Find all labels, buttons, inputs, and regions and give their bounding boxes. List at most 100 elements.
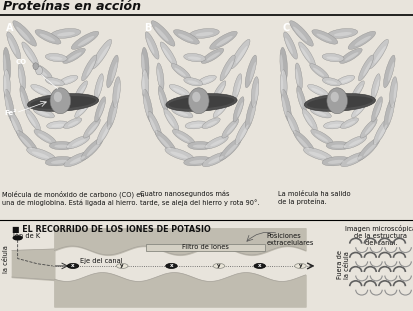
Text: y: y bbox=[120, 263, 124, 268]
Ellipse shape bbox=[224, 61, 233, 76]
Ellipse shape bbox=[245, 96, 256, 129]
Ellipse shape bbox=[237, 102, 242, 117]
Ellipse shape bbox=[107, 55, 118, 88]
Ellipse shape bbox=[24, 47, 33, 62]
Ellipse shape bbox=[209, 31, 237, 49]
Ellipse shape bbox=[151, 21, 175, 46]
Ellipse shape bbox=[311, 30, 337, 44]
Ellipse shape bbox=[292, 26, 306, 41]
Ellipse shape bbox=[33, 64, 52, 79]
Ellipse shape bbox=[183, 53, 205, 62]
Ellipse shape bbox=[98, 102, 104, 117]
Ellipse shape bbox=[97, 46, 109, 63]
Text: Ión de K: Ión de K bbox=[13, 233, 40, 239]
Ellipse shape bbox=[201, 48, 223, 63]
Ellipse shape bbox=[330, 145, 345, 148]
Ellipse shape bbox=[286, 111, 299, 138]
Text: Proteínas en acción: Proteínas en acción bbox=[3, 0, 141, 13]
Ellipse shape bbox=[254, 83, 258, 101]
Ellipse shape bbox=[3, 47, 11, 82]
Ellipse shape bbox=[382, 55, 394, 88]
Ellipse shape bbox=[321, 53, 343, 62]
Ellipse shape bbox=[306, 96, 372, 109]
Ellipse shape bbox=[111, 62, 117, 81]
Ellipse shape bbox=[357, 138, 379, 160]
Ellipse shape bbox=[367, 39, 387, 69]
Ellipse shape bbox=[18, 63, 26, 90]
Ellipse shape bbox=[325, 57, 339, 60]
Ellipse shape bbox=[202, 152, 228, 167]
Circle shape bbox=[330, 92, 338, 102]
Ellipse shape bbox=[27, 94, 98, 111]
Text: Fuera de
la célula: Fuera de la célula bbox=[336, 250, 349, 279]
Ellipse shape bbox=[170, 151, 187, 158]
Ellipse shape bbox=[45, 53, 67, 62]
Ellipse shape bbox=[289, 21, 313, 46]
Ellipse shape bbox=[172, 88, 185, 94]
Ellipse shape bbox=[188, 57, 201, 60]
Ellipse shape bbox=[303, 148, 332, 161]
Ellipse shape bbox=[300, 47, 310, 62]
Ellipse shape bbox=[284, 38, 292, 54]
Ellipse shape bbox=[51, 124, 64, 127]
Ellipse shape bbox=[30, 96, 96, 109]
Ellipse shape bbox=[166, 94, 237, 111]
Ellipse shape bbox=[141, 47, 149, 82]
Ellipse shape bbox=[78, 105, 88, 114]
Ellipse shape bbox=[323, 121, 344, 129]
Ellipse shape bbox=[101, 124, 110, 140]
Ellipse shape bbox=[296, 136, 309, 150]
Ellipse shape bbox=[54, 145, 69, 148]
Text: Filtro de iones: Filtro de iones bbox=[181, 244, 228, 250]
Text: ■ EL RECORRIDO DE LOS IONES DE POTASIO: ■ EL RECORRIDO DE LOS IONES DE POTASIO bbox=[12, 225, 210, 234]
Ellipse shape bbox=[88, 123, 98, 134]
Circle shape bbox=[36, 66, 43, 75]
Ellipse shape bbox=[344, 52, 358, 61]
Ellipse shape bbox=[293, 131, 314, 154]
Ellipse shape bbox=[158, 86, 168, 112]
Ellipse shape bbox=[348, 139, 362, 146]
Ellipse shape bbox=[202, 118, 220, 128]
Ellipse shape bbox=[25, 109, 40, 131]
Ellipse shape bbox=[281, 96, 286, 116]
Text: Eje del canal: Eje del canal bbox=[80, 258, 122, 264]
Ellipse shape bbox=[68, 121, 78, 127]
Ellipse shape bbox=[91, 39, 112, 69]
Ellipse shape bbox=[174, 67, 185, 76]
Ellipse shape bbox=[297, 91, 302, 107]
Ellipse shape bbox=[45, 156, 72, 166]
Ellipse shape bbox=[206, 52, 219, 61]
Ellipse shape bbox=[37, 111, 50, 116]
Circle shape bbox=[213, 263, 224, 268]
Ellipse shape bbox=[165, 114, 174, 127]
Text: x: x bbox=[257, 263, 261, 268]
Ellipse shape bbox=[333, 32, 351, 36]
Ellipse shape bbox=[98, 79, 102, 95]
Ellipse shape bbox=[188, 142, 212, 150]
Bar bbox=[146, 244, 264, 251]
Ellipse shape bbox=[251, 77, 258, 108]
Ellipse shape bbox=[309, 64, 328, 79]
Ellipse shape bbox=[145, 32, 159, 59]
Ellipse shape bbox=[171, 64, 190, 79]
Ellipse shape bbox=[281, 89, 291, 123]
Ellipse shape bbox=[94, 74, 103, 100]
Ellipse shape bbox=[86, 61, 95, 76]
Ellipse shape bbox=[173, 30, 199, 44]
Ellipse shape bbox=[96, 119, 112, 145]
Ellipse shape bbox=[71, 31, 99, 49]
Text: Cuatro nanosegundos más
tarde, se aleja del hierro y rota 90°.: Cuatro nanosegundos más tarde, se aleja … bbox=[140, 191, 259, 206]
Ellipse shape bbox=[112, 77, 120, 108]
Circle shape bbox=[50, 88, 71, 114]
Ellipse shape bbox=[304, 114, 312, 127]
Ellipse shape bbox=[304, 94, 375, 111]
Text: C: C bbox=[282, 23, 289, 33]
Text: Molécula de monóxido de carbono (CO) en
una de mioglobina. Está ligada al hierro: Molécula de monóxido de carbono (CO) en … bbox=[2, 191, 145, 207]
Ellipse shape bbox=[294, 63, 301, 90]
Ellipse shape bbox=[86, 143, 100, 156]
Ellipse shape bbox=[314, 133, 327, 142]
Ellipse shape bbox=[34, 129, 57, 145]
Ellipse shape bbox=[183, 78, 202, 86]
Ellipse shape bbox=[189, 160, 205, 164]
Ellipse shape bbox=[35, 30, 61, 44]
